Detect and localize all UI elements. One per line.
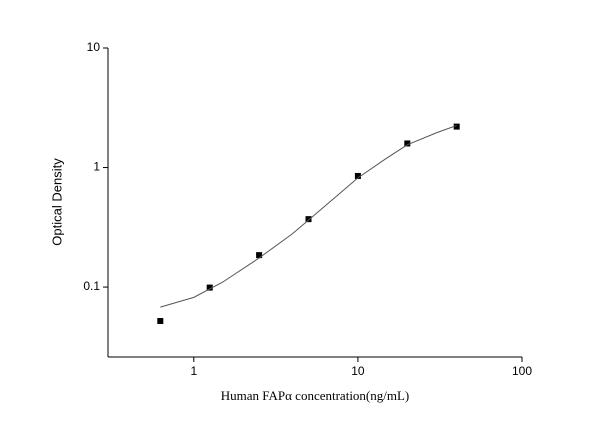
- y-axis-title: Optical Density: [49, 158, 64, 246]
- y-tick-label: 0.1: [83, 279, 100, 293]
- data-point: [206, 284, 213, 291]
- x-tick-label: 1: [190, 364, 197, 378]
- fit-curve: [160, 124, 457, 308]
- data-point: [453, 123, 460, 130]
- y-tick-label: 10: [87, 40, 101, 54]
- data-point: [305, 216, 312, 223]
- x-tick-label: 10: [351, 364, 365, 378]
- x-axis-title: Human FAPα concentration(ng/mL): [221, 388, 410, 403]
- data-point: [404, 140, 411, 147]
- data-point: [354, 172, 361, 179]
- data-point: [256, 252, 263, 259]
- y-tick-label: 1: [93, 160, 100, 174]
- data-point: [157, 318, 164, 325]
- x-tick-label: 100: [512, 364, 532, 378]
